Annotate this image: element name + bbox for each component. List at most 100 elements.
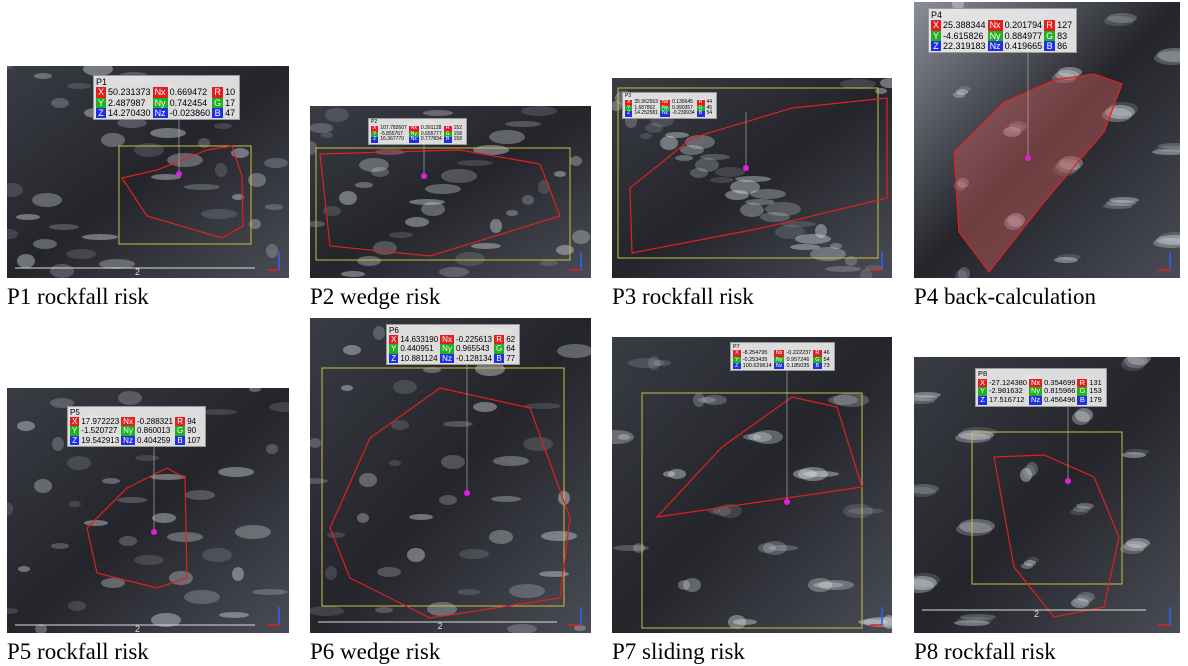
snow-patch — [1058, 67, 1082, 77]
scale-label: 2 — [135, 267, 141, 277]
field-value: 44 — [706, 98, 713, 105]
snow-patch — [167, 532, 203, 542]
snow-patch — [557, 344, 591, 358]
snow-patch — [758, 543, 776, 553]
snow-patch — [310, 221, 325, 227]
snow-patch — [653, 360, 671, 366]
field-label: Z — [625, 110, 633, 117]
snow-patch — [956, 522, 992, 536]
field-value: -0.225613 — [455, 335, 492, 345]
caption: P6 wedge risk — [310, 639, 441, 664]
field-value: -0.253435 — [742, 356, 768, 363]
snow-patch — [1021, 563, 1033, 569]
field-label: Nz — [773, 362, 785, 370]
field-label: X — [931, 20, 942, 31]
field-label: Nx — [1028, 377, 1043, 388]
field-label: R — [174, 417, 186, 427]
snow-patch — [690, 168, 708, 178]
centroid — [421, 173, 427, 179]
caption: P7 sliding risk — [612, 639, 745, 664]
field-value: 1.687802 — [634, 104, 656, 111]
info-row: Y -5.855767 Ny 0.655777 G 158 — [371, 130, 464, 138]
snow-patch — [1024, 560, 1036, 566]
snow-patch — [18, 566, 30, 572]
info-row: Z 100.629614 Nz 0.185035 B 73 — [733, 362, 832, 370]
field-value: 0.354699 — [1044, 377, 1076, 387]
block-outline — [629, 97, 888, 254]
snow-patch — [640, 133, 652, 139]
snow-patch — [49, 224, 79, 230]
snow-patch — [955, 270, 967, 278]
snow-patch — [1074, 595, 1092, 605]
snow-patch — [101, 578, 125, 588]
field-value: 19.542913 — [81, 435, 120, 445]
field-label: R — [1077, 378, 1088, 388]
field-value: 0.185035 — [786, 362, 810, 369]
snow-patch — [232, 567, 244, 581]
field-label: X — [625, 98, 633, 106]
snow-patch — [815, 224, 827, 238]
snow-patch — [633, 543, 645, 553]
point-cloud-image: 2 P1 X 50.231373 Nx 0.669472 R 10 Y 2.487987 Ny 0.7… — [7, 66, 289, 278]
scale-label: 2 — [135, 624, 141, 633]
snow-patch — [490, 219, 502, 233]
snow-patch — [1156, 235, 1180, 245]
snow-patch — [1127, 357, 1151, 365]
field-label: X — [371, 124, 379, 132]
info-row: Z 16.367770 Nz 0.777834 B 158 — [371, 136, 464, 143]
snow-patch — [201, 209, 237, 219]
snow-patch — [82, 234, 118, 240]
snow-patch — [249, 219, 261, 229]
snow-patch — [914, 573, 940, 587]
field-value: -2.981632 — [989, 386, 1023, 396]
background — [612, 337, 892, 633]
snow-patch — [1007, 213, 1025, 227]
snow-patch — [538, 180, 550, 194]
snow-patch — [1154, 51, 1180, 65]
snow-patch — [541, 531, 577, 541]
field-label: G — [1077, 386, 1088, 396]
snow-patch — [117, 118, 147, 128]
snow-patch — [703, 395, 727, 405]
snow-patch — [7, 183, 23, 197]
snow-patch — [572, 230, 590, 244]
snow-patch — [1123, 541, 1147, 551]
snow-patch — [795, 234, 831, 244]
field-value: -27.124380 — [989, 377, 1027, 387]
block-outline — [329, 387, 571, 619]
point-label: P3 — [625, 93, 632, 99]
snow-patch — [325, 566, 337, 580]
info-box: P7 X -8.254795 Nx -0.222237 R 46 Y -0.253435 Ny 0.… — [730, 342, 835, 372]
field-label: X — [978, 377, 988, 388]
snow-patch — [768, 545, 798, 551]
scene — [914, 357, 1180, 633]
block-outline — [86, 467, 188, 589]
field-label: Nz — [408, 136, 419, 143]
snow-patch — [439, 495, 457, 505]
snow-patch — [1071, 598, 1089, 608]
snow-patch — [32, 193, 62, 207]
snow-patch — [248, 173, 266, 187]
info-box: P2 X 107.782607 Nx 0.391128 R 152 Y -5.855767 Ny 0… — [368, 118, 467, 145]
snow-patch — [715, 167, 745, 177]
snow-patch — [848, 508, 884, 514]
snow-patch — [457, 589, 481, 595]
field-value: 17.972223 — [81, 417, 120, 427]
centroid — [464, 490, 470, 496]
snow-patch — [521, 106, 557, 116]
snow-patch — [1104, 16, 1134, 26]
snow-patch — [491, 496, 521, 502]
field-value: 0.742454 — [169, 97, 208, 108]
field-value: 86 — [1057, 41, 1068, 52]
snow-patch — [66, 249, 96, 259]
snow-patch — [1157, 48, 1180, 62]
field-label: G — [443, 130, 452, 138]
snow-patch — [825, 266, 861, 272]
field-label: G — [1044, 30, 1056, 42]
info-row: X 107.782607 Nx 0.391128 R 152 — [371, 124, 464, 132]
snow-patch — [743, 434, 761, 440]
field-label: Nx — [152, 87, 168, 98]
snow-patch — [201, 409, 237, 415]
field-label: R — [443, 125, 452, 132]
snow-patch — [1126, 538, 1150, 548]
